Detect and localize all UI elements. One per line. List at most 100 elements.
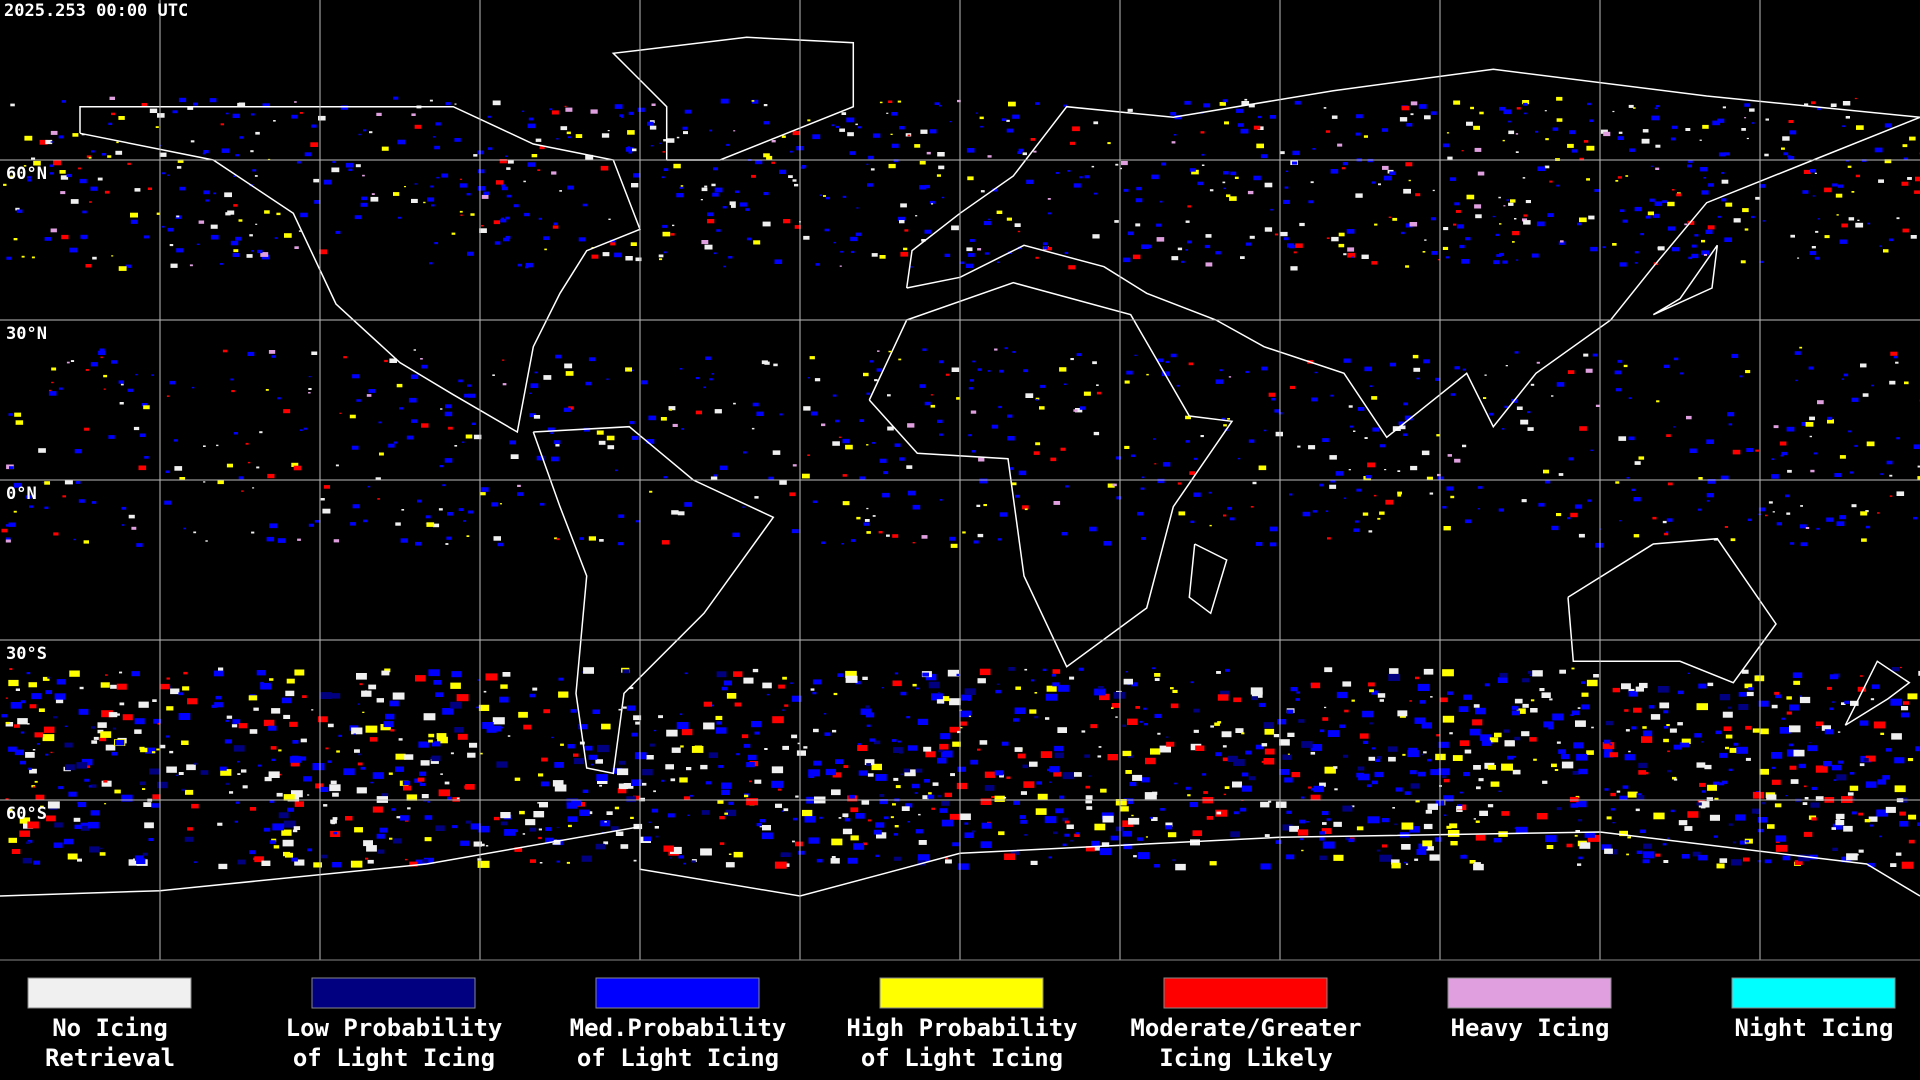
icing-pixel — [536, 455, 545, 461]
icing-pixel — [1836, 521, 1845, 526]
icing-pixel — [361, 196, 367, 201]
icing-pixel — [357, 703, 360, 705]
icing-pixel — [1442, 715, 1455, 723]
icing-pixel — [54, 693, 66, 700]
icing-pixel — [1466, 121, 1473, 126]
icing-pixel — [80, 825, 90, 831]
icing-pixel — [1731, 353, 1739, 358]
icing-pixel — [1834, 473, 1842, 477]
icing-pixel — [566, 131, 571, 135]
icing-pixel — [10, 175, 13, 177]
icing-pixel — [233, 249, 239, 253]
icing-pixel — [1039, 406, 1045, 410]
icing-pixel — [1434, 837, 1443, 842]
icing-pixel — [111, 752, 118, 756]
icing-pixel — [1275, 801, 1287, 808]
icing-pixel — [1013, 718, 1019, 722]
icing-pixel — [1460, 854, 1467, 859]
icing-pixel — [130, 219, 138, 224]
icing-pixel — [293, 465, 302, 471]
icing-pixel — [782, 745, 789, 750]
icing-pixel — [53, 716, 57, 719]
icing-pixel — [42, 481, 46, 484]
icing-pixel — [319, 786, 329, 792]
icing-pixel — [118, 266, 127, 271]
icing-pixel — [1055, 172, 1059, 174]
icing-pixel — [554, 839, 558, 842]
icing-pixel — [1595, 404, 1600, 407]
icing-pixel — [1506, 199, 1509, 201]
icing-pixel — [759, 825, 763, 828]
icing-pixel — [1868, 862, 1875, 867]
icing-pixel — [6, 721, 10, 725]
icing-pixel — [703, 701, 712, 707]
icing-pixel — [711, 373, 715, 375]
icing-pixel — [1402, 433, 1408, 436]
icing-pixel — [59, 170, 66, 174]
icing-pixel — [1809, 251, 1817, 255]
icing-pixel — [599, 539, 604, 542]
icing-pixel — [979, 478, 988, 484]
icing-pixel — [251, 531, 255, 534]
icing-pixel — [809, 356, 815, 360]
icing-pixel — [549, 108, 553, 111]
icing-pixel — [1074, 772, 1082, 777]
icing-pixel — [1355, 193, 1363, 198]
icing-pixel — [1130, 454, 1136, 457]
icing-pixel — [444, 458, 453, 463]
icing-pixel — [49, 389, 52, 392]
icing-pixel — [1826, 686, 1832, 690]
icing-pixel — [1368, 756, 1376, 761]
icing-pixel — [1279, 769, 1289, 775]
icing-pixel — [863, 372, 869, 377]
icing-pixel — [352, 374, 359, 379]
icing-pixel — [797, 742, 801, 745]
icing-pixel — [369, 737, 378, 742]
icing-pixel — [910, 266, 913, 268]
icing-pixel — [855, 681, 861, 685]
icing-pixel — [634, 752, 647, 760]
icing-pixel — [529, 392, 532, 394]
icing-pixel — [1325, 130, 1331, 133]
icing-pixel — [332, 792, 339, 797]
icing-pixel — [1343, 358, 1351, 363]
icing-pixel — [551, 736, 554, 739]
icing-pixel — [1090, 724, 1098, 729]
icing-pixel — [582, 789, 589, 793]
icing-pixel — [1043, 246, 1048, 250]
icing-pixel — [210, 234, 219, 240]
icing-pixel — [1681, 854, 1690, 859]
icing-pixel — [296, 161, 301, 164]
legend-swatch — [879, 977, 1044, 1009]
icing-pixel — [31, 785, 36, 788]
icing-pixel — [1662, 520, 1667, 524]
icing-pixel — [1185, 440, 1190, 443]
icing-pixel — [1116, 496, 1122, 500]
icing-pixel — [1612, 687, 1620, 693]
icing-pixel — [1604, 788, 1609, 791]
icing-pixel — [940, 696, 950, 702]
icing-pixel — [841, 543, 844, 545]
icing-pixel — [1481, 740, 1491, 746]
icing-pixel — [1319, 729, 1325, 733]
icing-pixel — [218, 863, 228, 870]
icing-pixel — [712, 192, 719, 197]
icing-pixel — [1018, 148, 1024, 152]
icing-pixel — [1407, 750, 1419, 758]
icing-pixel — [979, 116, 984, 120]
icing-pixel — [406, 435, 414, 440]
icing-pixel — [1221, 417, 1225, 420]
icing-pixel — [103, 388, 106, 390]
icing-pixel — [1786, 711, 1792, 715]
icing-pixel — [680, 745, 684, 748]
icing-pixel — [663, 845, 674, 852]
icing-pixel — [29, 704, 37, 709]
icing-pixel — [960, 710, 972, 718]
icing-pixel — [1241, 772, 1249, 777]
icing-pixel — [912, 542, 915, 544]
icing-pixel — [251, 250, 254, 252]
icing-pixel — [931, 807, 935, 810]
icing-pixel — [1888, 238, 1894, 242]
icing-pixel — [847, 857, 858, 864]
icing-pixel — [494, 241, 501, 245]
